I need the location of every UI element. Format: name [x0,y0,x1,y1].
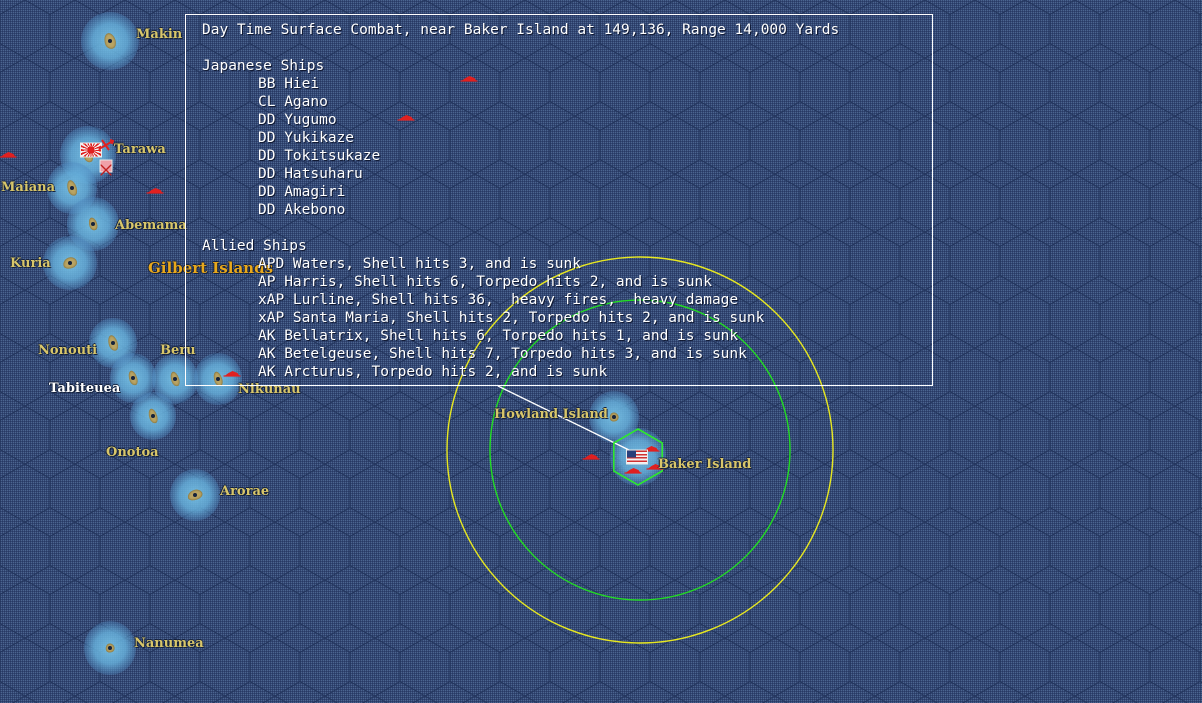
japanese-ship-entry: DD Tokitsukaze [258,148,381,164]
ship-marker-west-edge[interactable] [0,150,17,158]
allied-ship-entry: APD Waters, Shell hits 3, and is sunk [258,256,582,272]
report-spacer-2 [194,219,932,237]
allied-ship-entry: xAP Santa Maria, Shell hits 2, Torpedo h… [258,310,765,326]
allied-ship-entry: xAP Lurline, Shell hits 36, heavy fires,… [258,292,739,308]
allied-ship-entry: AP Harris, Shell hits 6, Torpedo hits 2,… [258,274,712,290]
allied-ship-entry: AK Arcturus, Torpedo hits 2, and is sunk [258,364,608,380]
allied-ships-header: Allied Ships [202,238,307,254]
allied-ships-list: APD Waters, Shell hits 3, and is sunk AP … [194,255,932,381]
aircraft-marker-tarawa[interactable] [97,138,115,152]
base-cross-icon [100,164,112,176]
ship-marker-baker-s1[interactable] [624,466,642,474]
ship-marker-baker-w[interactable] [582,452,600,460]
japanese-ship-entry: DD Yugumo [258,112,337,128]
japanese-ship-entry: CL Agano [258,94,328,110]
japanese-ship-entry: DD Amagiri [258,184,346,200]
ship-marker-jp-north[interactable] [460,74,478,82]
japanese-ship-entry: DD Hatsuharu [258,166,363,182]
flag-usa-baker[interactable] [626,449,648,465]
flag-japan-tarawa[interactable] [80,142,102,158]
base-square-tarawa[interactable] [99,159,113,176]
allied-ship-entry: AK Betelgeuse, Shell hits 7, Torpedo hit… [258,346,747,362]
report-spacer-1 [194,39,932,57]
ship-marker-jp-mid[interactable] [397,113,415,121]
japanese-ship-entry: DD Akebono [258,202,346,218]
japanese-ships-header: Japanese Ships [202,58,325,74]
japanese-ship-entry: DD Yukikaze [258,130,355,146]
ship-marker-nikunau[interactable] [223,369,241,377]
combat-report-title: Day Time Surface Combat, near Baker Isla… [202,22,840,38]
ship-marker-maiana-e[interactable] [146,186,164,194]
ship-marker-baker-s2[interactable] [646,462,664,470]
combat-report-dialog[interactable]: Day Time Surface Combat, near Baker Isla… [185,14,933,386]
japanese-ship-entry: BB Hiei [258,76,320,92]
japanese-ships-list: BB Hiei CL Agano DD Yugumo DD Yukikaze DD To… [194,75,932,219]
allied-ship-entry: AK Bellatrix, Shell hits 6, Torpedo hits… [258,328,739,344]
